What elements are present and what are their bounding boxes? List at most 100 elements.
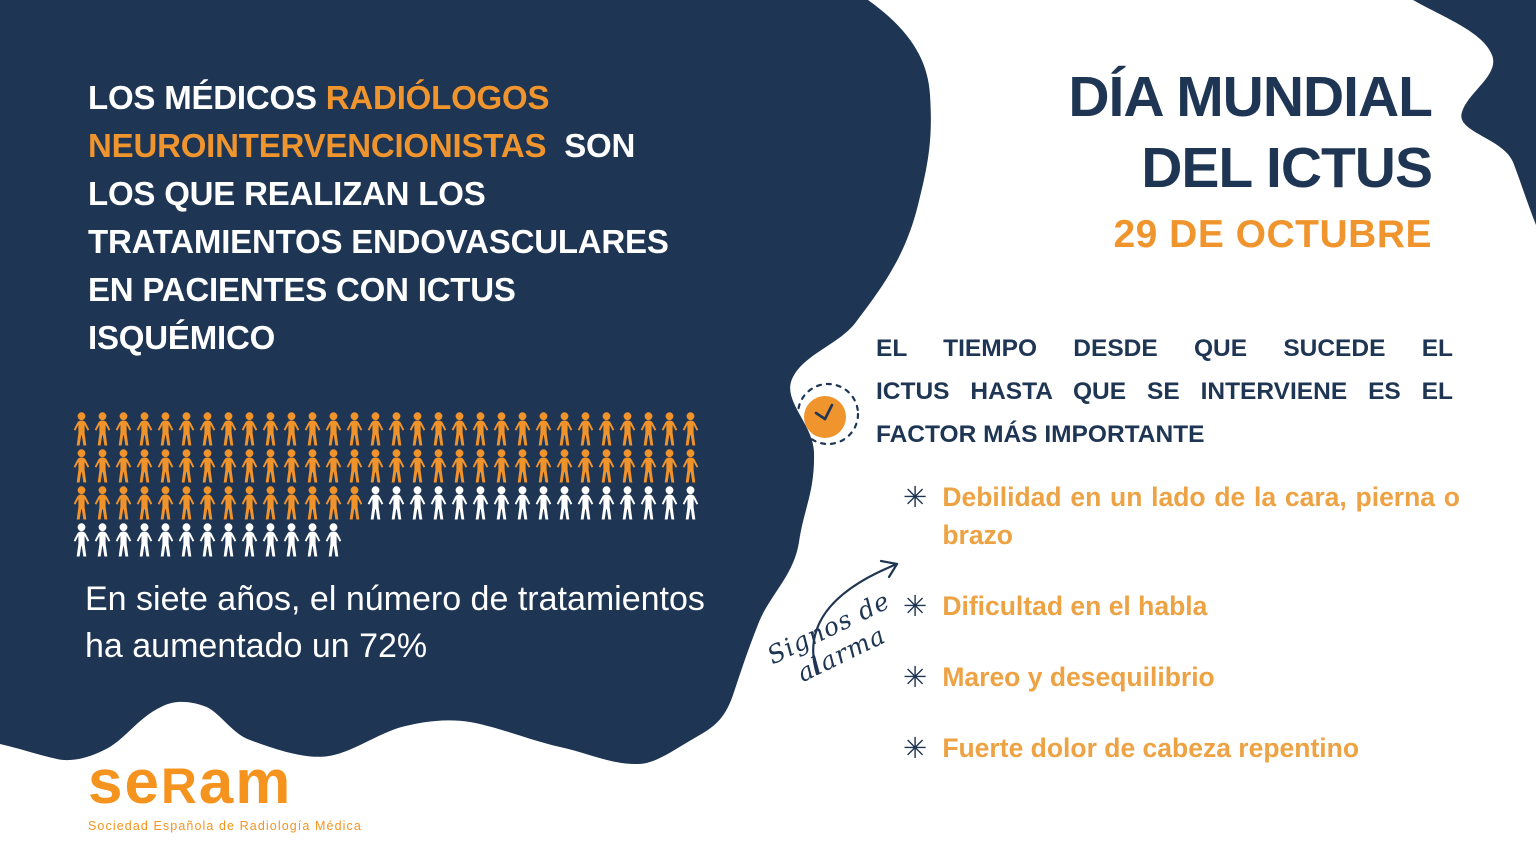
right-blob-shape bbox=[1413, 0, 1536, 225]
time-message-line: ICTUS HASTA QUE SE INTERVIENE ES EL bbox=[876, 378, 1453, 405]
headline-line: NEUROINTERVENCIONISTAS SON bbox=[88, 122, 669, 170]
logo-part: se bbox=[88, 748, 161, 817]
headline-line: ISQUÉMICO bbox=[88, 314, 669, 362]
person-icon bbox=[323, 412, 344, 448]
person-icon bbox=[281, 449, 302, 485]
person-icon bbox=[407, 412, 428, 448]
person-icon bbox=[281, 486, 302, 522]
asterisk-bullet-icon: ✳ bbox=[903, 589, 928, 623]
person-icon bbox=[71, 486, 92, 522]
person-icon bbox=[575, 412, 596, 448]
person-icon bbox=[407, 449, 428, 485]
headline-segment: SON bbox=[546, 127, 636, 164]
person-icon bbox=[239, 412, 260, 448]
person-icon bbox=[428, 449, 449, 485]
person-icon bbox=[386, 486, 407, 522]
warning-item-text: Fuerte dolor de cabeza repentino bbox=[942, 733, 1360, 763]
person-icon bbox=[92, 449, 113, 485]
pictogram-row bbox=[71, 412, 701, 449]
person-icon bbox=[71, 449, 92, 485]
headline-segment: TRATAMIENTOS ENDOVASCULARES bbox=[88, 223, 669, 260]
person-icon bbox=[92, 486, 113, 522]
asterisk-bullet-icon: ✳ bbox=[903, 660, 928, 694]
person-icon bbox=[617, 486, 638, 522]
person-icon bbox=[449, 449, 470, 485]
person-icon bbox=[260, 412, 281, 448]
person-icon bbox=[302, 486, 323, 522]
person-icon bbox=[428, 412, 449, 448]
time-message: EL TIEMPO DESDE QUE SUCEDE EL ICTUS HAST… bbox=[876, 327, 1453, 456]
person-icon bbox=[239, 523, 260, 559]
person-icon bbox=[71, 523, 92, 559]
headline-segment: NEUROINTERVENCIONISTAS bbox=[88, 127, 547, 164]
person-icon bbox=[134, 449, 155, 485]
warning-item-text: Dificultad en el habla bbox=[942, 591, 1208, 621]
person-icon bbox=[323, 523, 344, 559]
person-icon bbox=[554, 449, 575, 485]
person-icon bbox=[155, 523, 176, 559]
person-icon bbox=[218, 449, 239, 485]
asterisk-bullet-icon: ✳ bbox=[903, 731, 928, 765]
person-icon bbox=[512, 412, 533, 448]
person-icon bbox=[470, 486, 491, 522]
person-icon bbox=[680, 486, 701, 522]
person-icon bbox=[344, 449, 365, 485]
person-icon bbox=[491, 486, 512, 522]
person-icon bbox=[92, 412, 113, 448]
person-icon bbox=[407, 486, 428, 522]
pictogram bbox=[71, 412, 701, 560]
person-icon bbox=[491, 412, 512, 448]
seram-tagline: Sociedad Española de Radiología Médica bbox=[88, 819, 362, 833]
person-icon bbox=[470, 449, 491, 485]
person-icon bbox=[281, 523, 302, 559]
person-icon bbox=[197, 449, 218, 485]
person-icon bbox=[155, 449, 176, 485]
person-icon bbox=[155, 486, 176, 522]
pictogram-row bbox=[71, 523, 701, 560]
person-icon bbox=[71, 412, 92, 448]
person-icon bbox=[302, 412, 323, 448]
warning-item: ✳ Fuerte dolor de cabeza repentino bbox=[903, 729, 1460, 767]
person-icon bbox=[323, 449, 344, 485]
person-icon bbox=[659, 412, 680, 448]
person-icon bbox=[470, 412, 491, 448]
person-icon bbox=[365, 486, 386, 522]
person-icon bbox=[449, 486, 470, 522]
person-icon bbox=[197, 523, 218, 559]
person-icon bbox=[113, 523, 134, 559]
person-icon bbox=[596, 486, 617, 522]
person-icon bbox=[113, 449, 134, 485]
person-icon bbox=[176, 449, 197, 485]
person-icon bbox=[197, 486, 218, 522]
person-icon bbox=[680, 412, 701, 448]
person-icon bbox=[176, 412, 197, 448]
warning-signs-list: ✳ Debilidad en un lado de la cara, piern… bbox=[903, 478, 1460, 800]
person-icon bbox=[260, 486, 281, 522]
seram-logo: seRam Sociedad Española de Radiología Mé… bbox=[88, 752, 362, 833]
person-icon bbox=[134, 412, 155, 448]
clock-icon bbox=[780, 382, 860, 458]
person-icon bbox=[449, 412, 470, 448]
person-icon bbox=[134, 523, 155, 559]
person-icon bbox=[596, 449, 617, 485]
person-icon bbox=[302, 523, 323, 559]
warning-item: ✳ Dificultad en el habla bbox=[903, 587, 1460, 625]
headline-line: TRATAMIENTOS ENDOVASCULARES bbox=[88, 218, 669, 266]
warning-item-text: Mareo y desequilibrio bbox=[942, 662, 1215, 692]
page-title-line2: DEL ICTUS bbox=[1141, 136, 1433, 200]
person-icon bbox=[155, 412, 176, 448]
person-icon bbox=[512, 486, 533, 522]
date-subtitle: 29 DE OCTUBRE bbox=[1113, 213, 1432, 256]
logo-part: am bbox=[198, 748, 293, 817]
headline-segment: LOS MÉDICOS bbox=[88, 79, 326, 116]
person-icon bbox=[92, 523, 113, 559]
person-icon bbox=[197, 412, 218, 448]
headline: LOS MÉDICOS RADIÓLOGOS NEUROINTERVENCIONI… bbox=[88, 74, 669, 362]
person-icon bbox=[533, 486, 554, 522]
person-icon bbox=[260, 449, 281, 485]
time-message-line: EL TIEMPO DESDE QUE SUCEDE EL bbox=[876, 335, 1453, 362]
pictogram-row bbox=[71, 486, 701, 523]
person-icon bbox=[260, 523, 281, 559]
person-icon bbox=[386, 412, 407, 448]
